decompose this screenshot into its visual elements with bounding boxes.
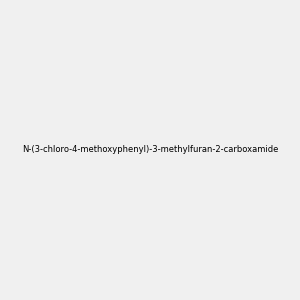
Text: N-(3-chloro-4-methoxyphenyl)-3-methylfuran-2-carboxamide: N-(3-chloro-4-methoxyphenyl)-3-methylfur… [22, 146, 278, 154]
